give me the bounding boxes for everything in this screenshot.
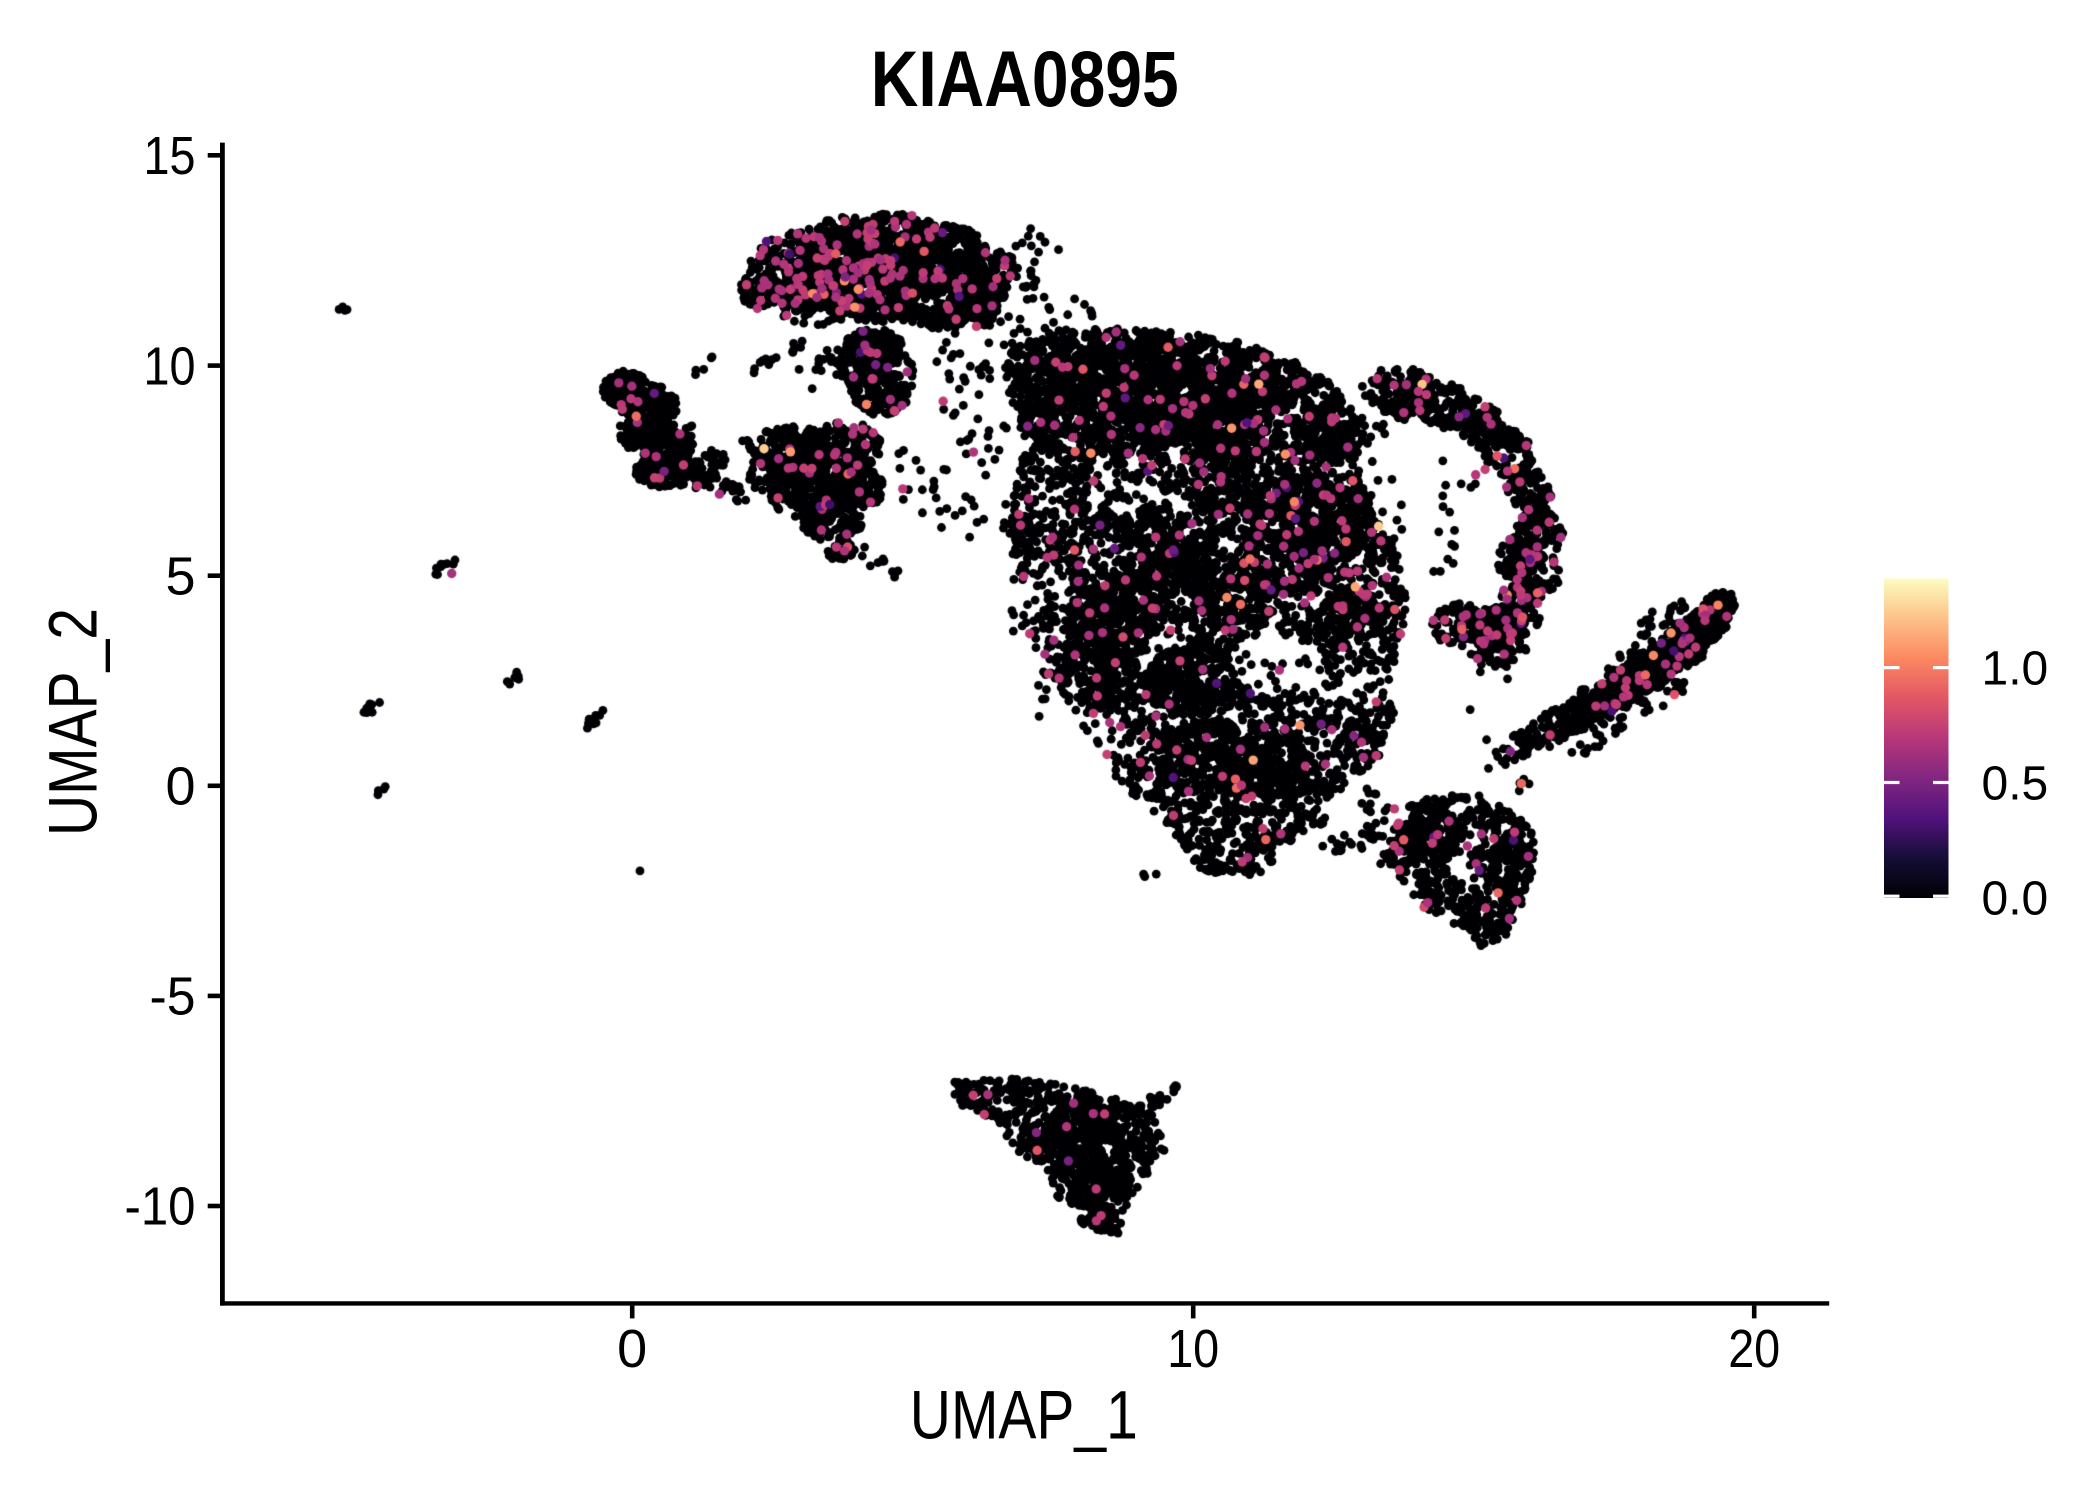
svg-text:-10: -10 bbox=[125, 1177, 196, 1237]
svg-text:10: 10 bbox=[1167, 1319, 1219, 1379]
svg-text:0: 0 bbox=[165, 757, 195, 817]
svg-text:10: 10 bbox=[144, 336, 196, 396]
svg-text:0.0: 0.0 bbox=[1982, 873, 2049, 926]
svg-text:20: 20 bbox=[1728, 1319, 1780, 1379]
svg-text:0: 0 bbox=[617, 1319, 647, 1379]
svg-text:-5: -5 bbox=[150, 967, 196, 1027]
svg-text:0.5: 0.5 bbox=[1982, 758, 2049, 811]
svg-text:1.0: 1.0 bbox=[1982, 643, 2049, 696]
svg-text:KIAA0895: KIAA0895 bbox=[871, 34, 1179, 123]
svg-text:UMAP_1: UMAP_1 bbox=[910, 1376, 1138, 1453]
svg-text:UMAP_2: UMAP_2 bbox=[35, 608, 112, 836]
svg-text:15: 15 bbox=[144, 126, 196, 186]
svg-text:5: 5 bbox=[165, 546, 195, 606]
